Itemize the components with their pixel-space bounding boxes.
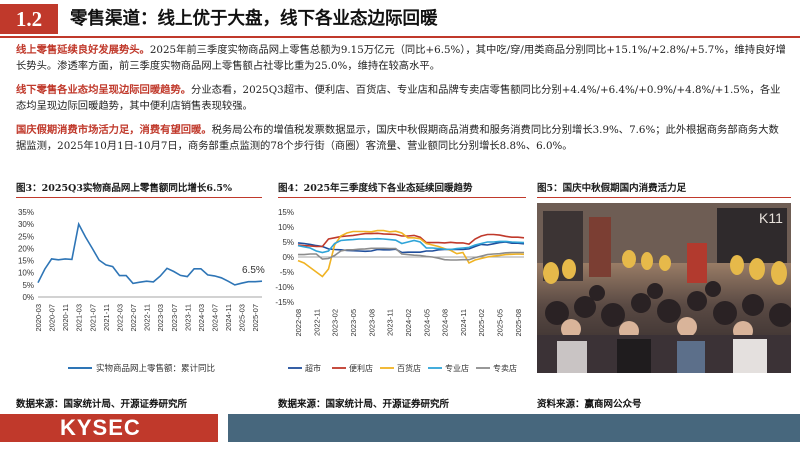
x-tick-label: 2021-11: [102, 304, 111, 331]
x-tick-label: 2021-03: [75, 304, 84, 332]
figure-5-source: 资料来源：赢商网公众号: [537, 399, 642, 410]
x-tick-label: 2023-11: [386, 309, 395, 336]
figure-3-source: 数据来源：国家统计局、开源证券研究所: [16, 399, 188, 410]
figure-4-source: 数据来源：国家统计局、开源证券研究所: [278, 399, 450, 410]
paragraph-text: 税务局公布的增值税发票数据显示，国庆中秋假期商品消费和服务消费同比分别增长3.9…: [16, 124, 779, 152]
legend-label: 便利店: [349, 363, 373, 373]
y-tick-label: 10%: [278, 223, 294, 232]
series-line: [297, 237, 525, 254]
x-tick-label: 2024-11: [224, 304, 233, 331]
legend-label: 百货店: [397, 363, 421, 373]
y-tick-label: -5%: [280, 268, 294, 277]
legend-label: 专卖店: [493, 363, 517, 373]
x-tick-label: 2023-02: [331, 309, 340, 337]
x-tick-label: 2020-11: [61, 304, 70, 331]
paragraph-online-retail: 线上零售延续良好发展势头。2025年前三季度实物商品网上零售总额为9.15万亿元…: [16, 43, 786, 74]
x-tick-label: 2022-07: [129, 304, 138, 332]
section-number: 1.2: [0, 4, 58, 34]
x-tick-label: 2024-07: [210, 304, 219, 332]
y-tick-label: 5%: [22, 281, 34, 290]
x-tick-label: 2023-08: [367, 309, 376, 337]
online-retail-growth-chart: 0% 5% 10% 15% 20% 25% 30% 35% 2020-03 2020-07 2020…: [18, 208, 265, 373]
y-tick-label: -15%: [275, 298, 294, 307]
figure-5-title-rule: [537, 197, 791, 198]
y-tick-label: -10%: [275, 283, 294, 292]
y-tick-label: 10%: [18, 269, 34, 278]
paragraph-text: 2025年前三季度实物商品网上零售总额为9.15万亿元（同比+6.5%），其中吃…: [16, 44, 786, 72]
x-tick-label: 2024-05: [422, 309, 431, 337]
y-tick-label: 0%: [282, 253, 294, 262]
series-line: [298, 247, 524, 261]
paragraph-offline-retail: 线下零售各业态均呈现边际回暖趋势。分业态看，2025Q3超市、便利店、百货店、专…: [16, 83, 786, 114]
x-tick-label: 2025-07: [251, 304, 260, 332]
data-label: 6.5%: [242, 265, 265, 276]
series-line: [37, 221, 263, 286]
crowd-photo-icon: K11: [537, 203, 791, 373]
y-tick-label: 25%: [18, 232, 34, 241]
y-tick-label: 35%: [18, 208, 34, 217]
x-tick-label: 2020-03: [34, 304, 43, 332]
x-tick-label: 2025-08: [514, 309, 523, 337]
figure-4-title: 图4：2025年三季度线下各业态延续回暖趋势: [278, 183, 473, 194]
series-line: [297, 241, 525, 254]
x-tick-label: 2024-11: [459, 309, 468, 336]
page-title: 零售渠道：线上优于大盘，线下各业态边际回暖: [70, 9, 438, 29]
figure-3-title-rule: [16, 197, 262, 198]
x-tick-label: 2025-03: [238, 304, 247, 332]
x-tick-label: 2021-07: [88, 304, 97, 332]
footer-brand-bar: [0, 414, 218, 442]
x-tick-label: 2024-02: [404, 309, 413, 337]
y-tick-label: 15%: [278, 208, 294, 217]
figure-5-title: 图5：国庆中秋假期国内消费活力足: [537, 183, 687, 194]
legend-label: 超市: [305, 363, 321, 373]
offline-formats-growth-chart: -15% -10% -5% 0% 5% 10% 15% 2022-08 2022-11 2023-…: [275, 208, 525, 373]
paragraph-holiday-consumption: 国庆假期消费市场活力足，消费有望回暖。税务局公布的增值税发票数据显示，国庆中秋假…: [16, 123, 786, 154]
y-tick-label: 30%: [18, 220, 34, 229]
kysec-logo: KYSEC: [60, 415, 141, 440]
x-tick-label: 2023-11: [183, 304, 192, 331]
header-divider: [0, 36, 800, 38]
figure-3-title: 图3：2025Q3实物商品网上零售额同比增长6.5%: [16, 183, 232, 194]
y-tick-label: 5%: [282, 238, 294, 247]
legend-label: 专业店: [445, 363, 469, 373]
series-line: [297, 232, 525, 248]
x-tick-label: 2024-08: [441, 309, 450, 337]
x-tick-label: 2024-03: [197, 304, 206, 332]
footer-bar: [228, 414, 800, 442]
legend-label: 实物商品网上零售额：累计同比: [96, 363, 215, 373]
y-tick-label: 0%: [22, 293, 34, 302]
paragraph-highlight: 线下零售各业态均呈现边际回暖趋势。: [16, 84, 192, 96]
paragraph-highlight: 国庆假期消费市场活力足，消费有望回暖。: [16, 124, 212, 136]
y-tick-label: 20%: [18, 244, 34, 253]
x-tick-label: 2025-05: [496, 309, 505, 337]
x-tick-label: 2022-08: [294, 309, 303, 337]
paragraph-highlight: 线上零售延续良好发展势头。: [16, 44, 150, 56]
x-tick-label: 2023-05: [349, 309, 358, 337]
x-tick-label: 2025-02: [477, 309, 486, 337]
y-tick-label: 15%: [18, 257, 34, 266]
paragraph-text: 分业态看，2025Q3超市、便利店、百货店、专业店和品牌专卖店零售额同比分别+4…: [16, 84, 781, 112]
x-tick-label: 2022-11: [143, 304, 152, 331]
figure-4-title-rule: [278, 197, 526, 198]
x-tick-label: 2023-07: [170, 304, 179, 332]
x-tick-label: 2023-03: [156, 304, 165, 332]
photo-watermark: K11: [759, 210, 783, 226]
holiday-crowd-photo: K11: [537, 203, 791, 373]
x-tick-label: 2022-11: [312, 309, 321, 336]
x-tick-label: 2022-03: [115, 304, 124, 332]
x-tick-label: 2020-07: [48, 304, 57, 332]
